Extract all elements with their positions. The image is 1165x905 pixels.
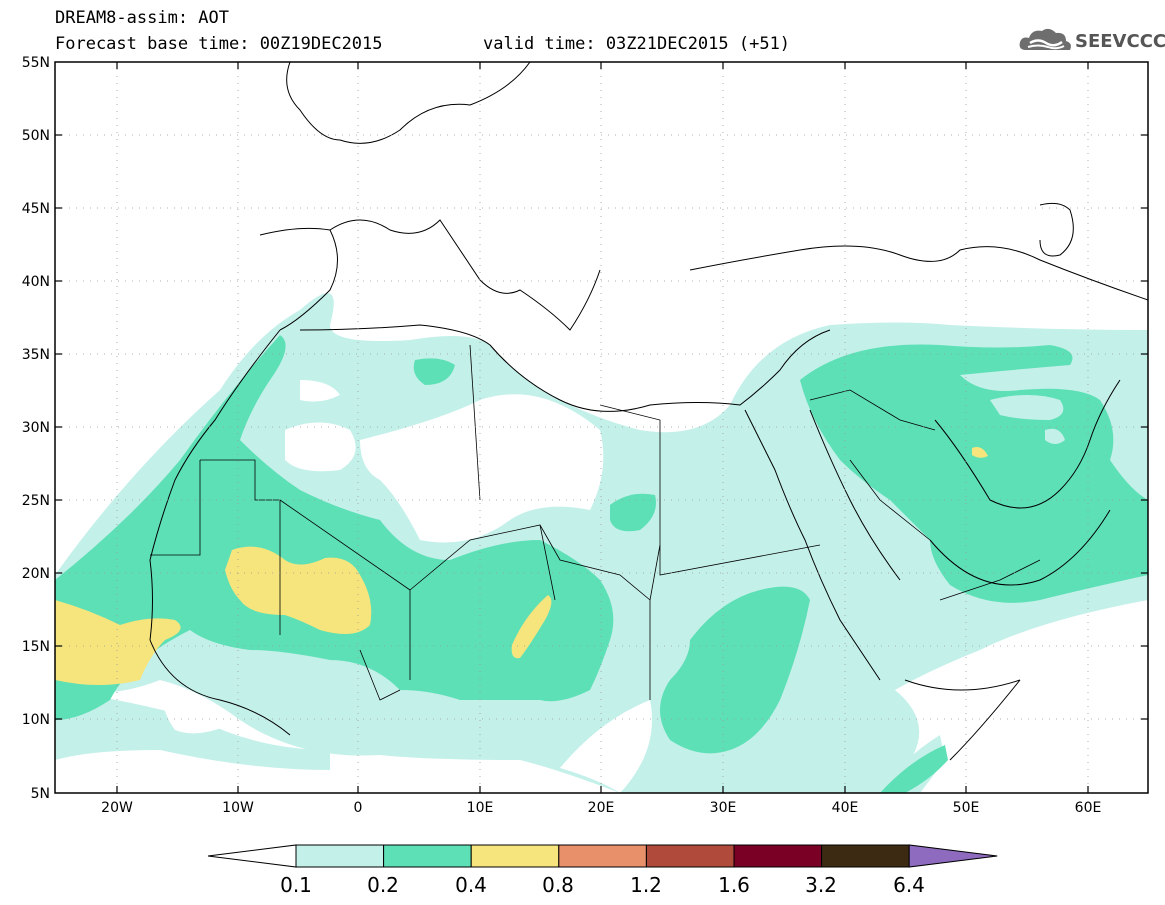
aot-0.2-region [660,586,810,754]
aot-clear-region [510,395,580,432]
colorbar-label: 0.8 [542,873,574,897]
aot-0.4-region [55,600,181,685]
aot-clear-region [560,700,652,793]
forecast-base-time: Forecast base time: 00Z19DEC2015 [55,34,383,54]
coastlines [149,62,1148,761]
aot-0.2-region [413,358,455,385]
colorbar-swatch [295,844,385,868]
axis-ticks [55,62,1148,793]
colorbar-label: 0.4 [455,873,487,897]
aot-clear-region [285,422,356,472]
lat-tick-label: 15N [22,639,50,655]
lat-tick-label: 55N [22,55,50,71]
lon-tick-label: 60E [1075,800,1102,816]
colorbar-swatch [558,844,647,868]
colorbar-label: 0.2 [367,873,399,897]
colorbar-swatch [821,844,910,868]
aot-0.1-inner [990,395,1064,420]
aot-clear-region [160,680,240,734]
aot-0.1-inner [1045,428,1065,444]
aot-clear-region [360,394,604,543]
aot-0.4-region [225,546,372,634]
colorbar-label: 6.4 [893,873,925,897]
aot-0.2-region [55,335,614,720]
colorbar-swatch [383,844,472,868]
lon-tick-label: 10E [467,800,494,816]
lat-tick-label: 20N [22,566,50,582]
colorbar [207,844,998,868]
lon-tick-label: 10W [222,800,254,816]
country-borders [150,344,1041,701]
colorbar-label: 0.1 [280,873,312,897]
colorbar-label: 1.2 [630,873,662,897]
aot-0.2-horn-plume [880,745,948,793]
lat-tick-label: 50N [22,128,50,144]
lon-tick-label: 20W [101,800,133,816]
lon-tick-label: 0 [354,800,363,816]
lat-tick-label: 45N [22,201,50,217]
cloud-logo-icon [1019,28,1071,50]
lat-tick-label: 40N [22,274,50,290]
lat-tick-label: 35N [22,347,50,363]
map-title: DREAM8-assim: AOT [55,8,229,28]
lon-tick-label: 50E [953,800,980,816]
aot-0.2-region [610,493,656,532]
lon-tick-labels: 20W 10W 0 10E 20E 30E 40E 50E 60E [101,800,1101,816]
lat-tick-label: 25N [22,493,50,509]
colorbar-label: 3.2 [805,873,837,897]
lat-tick-label: 30N [22,420,50,436]
colorbar-swatch [470,844,560,868]
map-grid [55,62,1148,793]
aot-0.4-region [972,447,988,458]
lon-tick-label: 20E [588,800,615,816]
logo-text: SEEVCCC [1075,31,1165,52]
colorbar-label: 1.6 [718,873,750,897]
colorbar-over-arrow [908,844,998,868]
colorbar-under-arrow [207,844,297,868]
lon-tick-label: 40E [832,800,859,816]
aot-clear-region [300,380,340,402]
aot-0.4-region [511,595,552,659]
seevccc-logo: SEEVCCC [1018,26,1165,56]
colorbar-swatch [733,844,823,868]
lat-tick-labels: 55N 50N 45N 40N 35N 30N 25N 20N 15N 10N … [22,55,50,802]
aot-fields [55,293,1148,793]
valid-time: valid time: 03Z21DEC2015 (+51) [483,34,791,54]
lat-tick-label: 10N [22,712,50,728]
lon-tick-label: 30E [710,800,737,816]
lat-tick-label: 5N [31,786,50,802]
colorbar-swatch [645,844,735,868]
